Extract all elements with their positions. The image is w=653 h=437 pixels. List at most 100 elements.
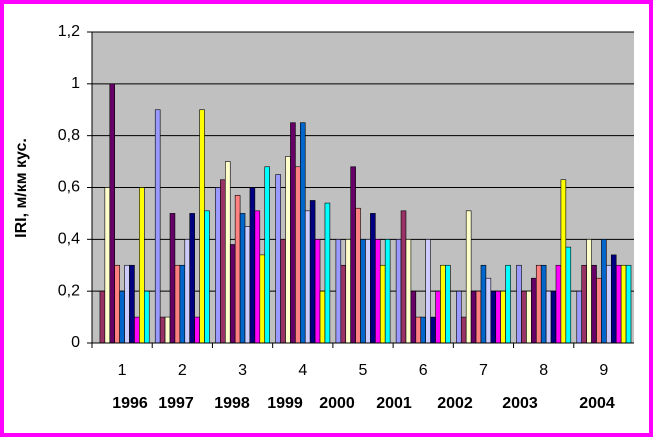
bar (555, 264, 562, 344)
bar (295, 166, 301, 344)
bar (456, 290, 462, 344)
x-tick-label: 8 (539, 362, 548, 379)
bar (340, 264, 347, 344)
x-tick-label: 3 (238, 362, 247, 379)
bar (581, 264, 587, 344)
bar (384, 239, 391, 344)
bar (99, 290, 106, 344)
x-tick-label: 7 (479, 362, 488, 379)
bar (370, 213, 376, 344)
bar (314, 239, 321, 344)
year-label: 2003 (502, 395, 538, 412)
bar (204, 210, 210, 344)
x-tick-label: 4 (298, 362, 307, 379)
bar (610, 254, 617, 344)
bar (526, 290, 532, 344)
bar (285, 156, 291, 344)
bar (275, 174, 281, 344)
bar (425, 239, 431, 344)
bar (420, 316, 426, 344)
y-tick-label: 1 (71, 75, 80, 92)
bar (495, 290, 501, 344)
year-label: 2002 (437, 395, 473, 412)
bar (174, 264, 181, 344)
bar (615, 264, 622, 344)
bar (601, 239, 607, 344)
bar (324, 202, 331, 344)
bar (440, 264, 446, 344)
y-tick-label: 0 (71, 334, 80, 351)
bar (300, 122, 306, 344)
bar (350, 166, 356, 344)
bar (586, 239, 592, 344)
bar (460, 316, 467, 344)
bar (405, 239, 412, 344)
bar (360, 239, 366, 344)
bar (304, 210, 311, 344)
bar (490, 290, 497, 344)
bar (159, 316, 166, 344)
bar (606, 264, 612, 344)
bar (475, 290, 482, 344)
bar (104, 187, 111, 344)
bar (139, 187, 145, 344)
bar (129, 264, 135, 344)
bar (591, 264, 597, 344)
bar (184, 239, 191, 344)
bar (164, 316, 171, 344)
bar (259, 254, 266, 344)
y-tick-label: 1,2 (58, 23, 80, 40)
bar (445, 264, 451, 344)
bar (319, 290, 326, 344)
bar (234, 194, 241, 344)
bar (620, 264, 627, 344)
x-tick-label: 1 (118, 362, 127, 379)
bar (485, 277, 492, 344)
bar (290, 122, 296, 344)
bar (220, 179, 226, 344)
bar (465, 210, 472, 344)
bar (560, 179, 567, 344)
bar (194, 316, 200, 344)
bar (239, 213, 246, 344)
bar (229, 244, 236, 344)
bar (435, 290, 441, 344)
bar (249, 187, 256, 344)
bar (516, 264, 522, 344)
year-label: 1996 (112, 395, 148, 412)
bar (189, 213, 195, 344)
y-tick-label: 0,2 (58, 282, 80, 299)
y-tick-label: 0,8 (58, 127, 80, 144)
y-axis-label: IRI, м/км кус. (13, 138, 30, 238)
bar (535, 264, 542, 344)
bar (119, 290, 125, 344)
bar (379, 264, 386, 344)
bar (400, 210, 407, 344)
bar (335, 239, 342, 344)
x-tick-label: 9 (599, 362, 608, 379)
bar (114, 264, 120, 344)
bar (415, 316, 422, 344)
bar (169, 213, 176, 344)
bar (410, 290, 417, 344)
bar (365, 239, 371, 344)
year-label: 1997 (158, 395, 194, 412)
bar (215, 187, 221, 344)
year-label: 2004 (579, 395, 615, 412)
bar (470, 290, 477, 344)
bar (309, 200, 316, 344)
bar (264, 166, 270, 344)
bar (540, 264, 547, 344)
bar (625, 264, 632, 344)
x-tick-label: 5 (359, 362, 368, 379)
x-tick-label: 6 (419, 362, 428, 379)
bar (345, 239, 351, 344)
y-tick-label: 0,4 (58, 231, 80, 248)
bar (576, 290, 583, 344)
year-label: 2001 (376, 395, 412, 412)
year-label: 1999 (267, 395, 303, 412)
bar (550, 290, 557, 344)
bar (244, 226, 251, 344)
